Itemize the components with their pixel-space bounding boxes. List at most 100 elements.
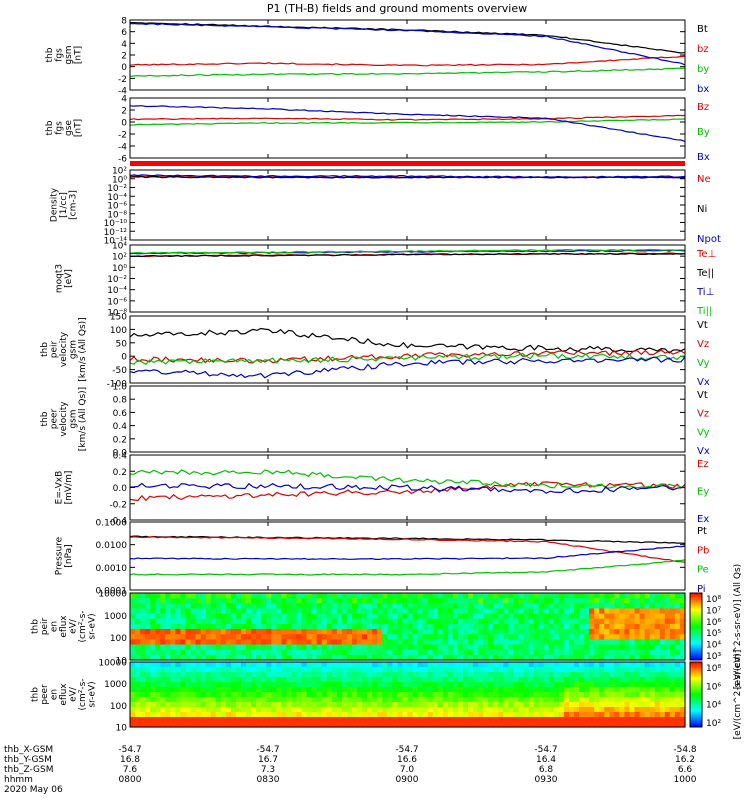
heatmap-cell (392, 692, 399, 698)
heatmap-cell (493, 702, 499, 708)
heatmap-cell (210, 613, 217, 620)
heatmap-cell (352, 702, 358, 708)
heatmap-cell (427, 702, 434, 708)
heatmap-cell (402, 644, 409, 651)
heatmap-cell (533, 608, 540, 615)
heatmap-cell (311, 687, 318, 693)
y-tick-label: 10⁻⁴ (107, 193, 127, 203)
heatmap-cell (326, 629, 333, 635)
heatmap-cell (427, 634, 434, 640)
heatmap-cell (483, 687, 489, 693)
heatmap-cell (246, 639, 252, 646)
heatmap-cell (452, 639, 459, 646)
heatmap-cell (367, 692, 373, 698)
heatmap-cell (261, 687, 267, 693)
heatmap-cell (180, 654, 187, 661)
heatmap-cell (397, 634, 404, 640)
heatmap-cell (568, 692, 575, 698)
heatmap-cell (478, 654, 484, 661)
heatmap-cell (372, 654, 378, 661)
heatmap-cell (326, 603, 333, 610)
heatmap-cell (599, 598, 605, 604)
heatmap-cell (558, 598, 565, 604)
heatmap-cell (518, 593, 525, 599)
heatmap-cell (604, 667, 610, 673)
y-tick-label: 0.2 (113, 468, 127, 478)
heatmap-cell (291, 598, 298, 604)
heatmap-cell (669, 593, 676, 599)
heatmap-cell (377, 672, 383, 678)
heatmap-cell (679, 639, 686, 646)
heatmap-cell (664, 702, 671, 708)
heatmap-cell (543, 687, 550, 693)
heatmap-cell (336, 697, 343, 703)
heatmap-cell (382, 662, 388, 668)
heatmap-cell (548, 682, 555, 688)
heatmap-cell (447, 634, 454, 640)
heatmap-cell (357, 672, 363, 678)
heatmap-cell (513, 722, 520, 728)
heatmap-cell (422, 677, 429, 683)
heatmap-cell (362, 629, 368, 635)
heatmap-cell (543, 707, 550, 713)
heatmap-cell (170, 722, 177, 728)
heatmap-cell (654, 644, 661, 651)
heatmap-cell (463, 697, 469, 703)
heatmap-cell (357, 654, 363, 661)
x-tick-label: 1000 (674, 775, 697, 785)
heatmap-cell (533, 667, 540, 673)
heatmap-cell (311, 707, 318, 713)
heatmap-cell (463, 712, 469, 718)
heatmap-cell (321, 644, 328, 651)
heatmap-cell (276, 702, 282, 708)
heatmap-cell (483, 629, 489, 635)
y-axis-label: gsm (69, 409, 79, 428)
heatmap-cell (175, 608, 182, 615)
heatmap-cell (503, 623, 510, 630)
heatmap-cell (442, 702, 449, 708)
heatmap-cell (604, 677, 610, 683)
y-tick-label: 1000 (104, 680, 127, 690)
heatmap-cell (669, 634, 676, 640)
heatmap-cell (215, 682, 222, 688)
x-axis-row-label: thb_X-GSM (4, 745, 53, 755)
heatmap-cell (225, 707, 232, 713)
heatmap-cell (185, 593, 192, 599)
heatmap-cell (210, 697, 217, 703)
heatmap-cell (498, 634, 504, 640)
heatmap-cell (513, 649, 520, 656)
heatmap-cell (589, 644, 595, 651)
heatmap-cell (377, 667, 383, 673)
heatmap-cell (432, 613, 439, 620)
x-tick-label: 0830 (257, 775, 280, 785)
heatmap-cell (563, 677, 570, 683)
y-tick-label: 50 (116, 339, 128, 349)
heatmap-cell (669, 672, 676, 678)
heatmap-cell (674, 707, 681, 713)
x-tick-label: 16.8 (120, 755, 140, 765)
heatmap-cell (367, 672, 373, 678)
heatmap-cell (679, 667, 686, 673)
heatmap-cell (276, 667, 282, 673)
heatmap-cell (402, 712, 409, 718)
heatmap-cell (488, 608, 494, 615)
heatmap-cell (185, 667, 192, 673)
heatmap-cell (452, 629, 459, 635)
heatmap-cell (594, 687, 600, 693)
heatmap-cell (644, 682, 651, 688)
heatmap-cell (599, 707, 605, 713)
heatmap-cell (553, 677, 560, 683)
heatmap-cell (558, 639, 565, 646)
heatmap-cell (437, 682, 444, 688)
heatmap-cell (276, 608, 282, 615)
heatmap-cell (574, 649, 580, 656)
heatmap-cell (548, 722, 555, 728)
heatmap-cell (422, 697, 429, 703)
heatmap-cell (503, 644, 510, 651)
heatmap-cell (528, 649, 535, 656)
heatmap-cell (145, 623, 151, 630)
heatmap-cell (220, 629, 227, 635)
heatmap-cell (659, 623, 666, 630)
heatmap-cell (205, 712, 212, 718)
heatmap-cell (422, 618, 429, 625)
